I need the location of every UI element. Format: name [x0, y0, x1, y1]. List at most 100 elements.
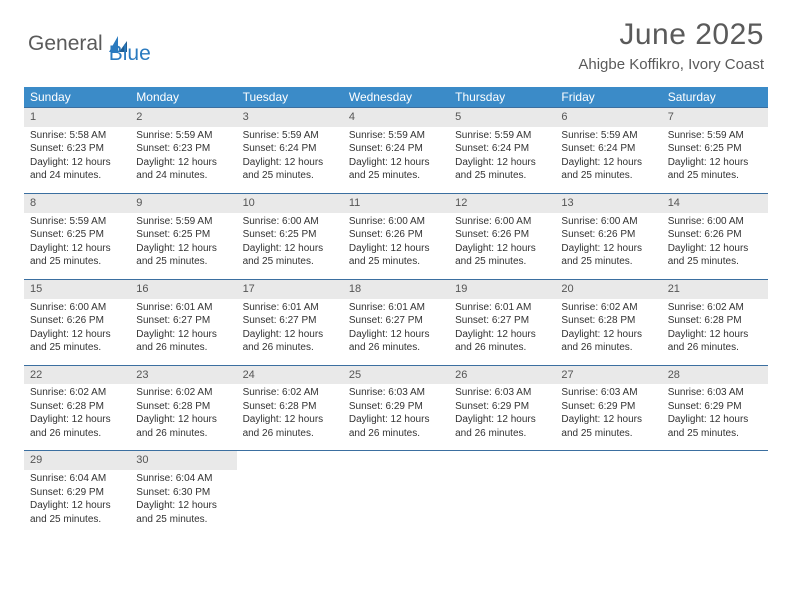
day-number-cell — [555, 451, 661, 470]
day-body-cell: Sunrise: 5:59 AMSunset: 6:24 PMDaylight:… — [449, 127, 555, 194]
calendar-body: 1234567Sunrise: 5:58 AMSunset: 6:23 PMDa… — [24, 108, 768, 537]
sunset-line: Sunset: 6:27 PM — [455, 314, 549, 328]
day-body-cell: Sunrise: 6:02 AMSunset: 6:28 PMDaylight:… — [662, 299, 768, 366]
weekday-header-row: Sunday Monday Tuesday Wednesday Thursday… — [24, 87, 768, 108]
day-body-cell — [662, 470, 768, 536]
day-body-cell: Sunrise: 5:58 AMSunset: 6:23 PMDaylight:… — [24, 127, 130, 194]
day-number-row: 891011121314 — [24, 193, 768, 212]
day-body-cell: Sunrise: 5:59 AMSunset: 6:24 PMDaylight:… — [343, 127, 449, 194]
sunset-line: Sunset: 6:24 PM — [349, 142, 443, 156]
day-body-cell: Sunrise: 6:02 AMSunset: 6:28 PMDaylight:… — [237, 384, 343, 451]
sunrise-line: Sunrise: 6:03 AM — [561, 386, 655, 400]
sunrise-line: Sunrise: 6:00 AM — [243, 215, 337, 229]
day-number-cell: 26 — [449, 365, 555, 384]
sunset-line: Sunset: 6:28 PM — [136, 400, 230, 414]
sunrise-line: Sunrise: 6:01 AM — [136, 301, 230, 315]
daylight-line: Daylight: 12 hours and 26 minutes. — [136, 413, 230, 440]
sunrise-line: Sunrise: 5:58 AM — [30, 129, 124, 143]
sunset-line: Sunset: 6:29 PM — [561, 400, 655, 414]
sunset-line: Sunset: 6:28 PM — [561, 314, 655, 328]
daylight-line: Daylight: 12 hours and 26 minutes. — [349, 328, 443, 355]
sunset-line: Sunset: 6:29 PM — [349, 400, 443, 414]
sunset-line: Sunset: 6:29 PM — [455, 400, 549, 414]
sunrise-line: Sunrise: 5:59 AM — [243, 129, 337, 143]
day-body-row: Sunrise: 6:02 AMSunset: 6:28 PMDaylight:… — [24, 384, 768, 451]
weekday-header: Thursday — [449, 87, 555, 108]
day-body-cell: Sunrise: 6:02 AMSunset: 6:28 PMDaylight:… — [24, 384, 130, 451]
day-body-cell: Sunrise: 6:00 AMSunset: 6:26 PMDaylight:… — [24, 299, 130, 366]
day-number-row: 2930 — [24, 451, 768, 470]
day-number-cell: 5 — [449, 108, 555, 127]
sunrise-line: Sunrise: 6:02 AM — [561, 301, 655, 315]
daylight-line: Daylight: 12 hours and 26 minutes. — [136, 328, 230, 355]
day-number-cell: 17 — [237, 279, 343, 298]
daylight-line: Daylight: 12 hours and 25 minutes. — [349, 156, 443, 183]
day-number-cell: 16 — [130, 279, 236, 298]
day-number-cell: 4 — [343, 108, 449, 127]
daylight-line: Daylight: 12 hours and 25 minutes. — [136, 499, 230, 526]
brand-part1: General — [28, 32, 103, 56]
day-number-cell: 21 — [662, 279, 768, 298]
title-block: June 2025 Ahigbe Koffikro, Ivory Coast — [578, 18, 764, 73]
day-body-row: Sunrise: 6:00 AMSunset: 6:26 PMDaylight:… — [24, 299, 768, 366]
brand-part2: Blue — [109, 42, 151, 66]
day-body-cell — [555, 470, 661, 536]
sunrise-line: Sunrise: 5:59 AM — [349, 129, 443, 143]
day-body-cell: Sunrise: 5:59 AMSunset: 6:25 PMDaylight:… — [662, 127, 768, 194]
day-body-cell: Sunrise: 6:04 AMSunset: 6:30 PMDaylight:… — [130, 470, 236, 536]
day-number-cell: 1 — [24, 108, 130, 127]
sunrise-line: Sunrise: 5:59 AM — [30, 215, 124, 229]
weekday-header: Tuesday — [237, 87, 343, 108]
day-body-cell: Sunrise: 6:01 AMSunset: 6:27 PMDaylight:… — [449, 299, 555, 366]
day-number-cell: 23 — [130, 365, 236, 384]
sunset-line: Sunset: 6:30 PM — [136, 486, 230, 500]
sunset-line: Sunset: 6:28 PM — [668, 314, 762, 328]
day-number-cell: 24 — [237, 365, 343, 384]
daylight-line: Daylight: 12 hours and 26 minutes. — [30, 413, 124, 440]
daylight-line: Daylight: 12 hours and 26 minutes. — [455, 328, 549, 355]
day-body-row: Sunrise: 5:58 AMSunset: 6:23 PMDaylight:… — [24, 127, 768, 194]
sunrise-line: Sunrise: 6:03 AM — [455, 386, 549, 400]
weekday-header: Monday — [130, 87, 236, 108]
sunrise-line: Sunrise: 5:59 AM — [561, 129, 655, 143]
day-body-cell: Sunrise: 6:00 AMSunset: 6:25 PMDaylight:… — [237, 213, 343, 280]
day-body-cell: Sunrise: 6:03 AMSunset: 6:29 PMDaylight:… — [555, 384, 661, 451]
day-body-cell: Sunrise: 5:59 AMSunset: 6:25 PMDaylight:… — [24, 213, 130, 280]
day-number-cell: 9 — [130, 193, 236, 212]
sunset-line: Sunset: 6:25 PM — [136, 228, 230, 242]
sunset-line: Sunset: 6:26 PM — [561, 228, 655, 242]
sunrise-line: Sunrise: 6:02 AM — [136, 386, 230, 400]
day-body-row: Sunrise: 6:04 AMSunset: 6:29 PMDaylight:… — [24, 470, 768, 536]
sunset-line: Sunset: 6:29 PM — [30, 486, 124, 500]
day-body-cell: Sunrise: 6:04 AMSunset: 6:29 PMDaylight:… — [24, 470, 130, 536]
sunset-line: Sunset: 6:24 PM — [243, 142, 337, 156]
weekday-header: Friday — [555, 87, 661, 108]
sunset-line: Sunset: 6:26 PM — [668, 228, 762, 242]
location-text: Ahigbe Koffikro, Ivory Coast — [578, 56, 764, 73]
day-number-cell — [449, 451, 555, 470]
sunrise-line: Sunrise: 6:01 AM — [349, 301, 443, 315]
sunset-line: Sunset: 6:26 PM — [349, 228, 443, 242]
sunrise-line: Sunrise: 6:01 AM — [455, 301, 549, 315]
day-number-cell — [662, 451, 768, 470]
daylight-line: Daylight: 12 hours and 26 minutes. — [561, 328, 655, 355]
day-number-row: 1234567 — [24, 108, 768, 127]
day-number-cell: 12 — [449, 193, 555, 212]
day-number-cell: 13 — [555, 193, 661, 212]
day-number-cell: 3 — [237, 108, 343, 127]
sunrise-line: Sunrise: 6:00 AM — [349, 215, 443, 229]
day-number-cell: 14 — [662, 193, 768, 212]
day-body-cell: Sunrise: 6:02 AMSunset: 6:28 PMDaylight:… — [130, 384, 236, 451]
day-body-cell: Sunrise: 6:03 AMSunset: 6:29 PMDaylight:… — [449, 384, 555, 451]
sunset-line: Sunset: 6:27 PM — [136, 314, 230, 328]
sunrise-line: Sunrise: 6:01 AM — [243, 301, 337, 315]
day-body-cell: Sunrise: 6:00 AMSunset: 6:26 PMDaylight:… — [343, 213, 449, 280]
sunset-line: Sunset: 6:25 PM — [668, 142, 762, 156]
sunrise-line: Sunrise: 5:59 AM — [136, 215, 230, 229]
day-number-cell: 20 — [555, 279, 661, 298]
daylight-line: Daylight: 12 hours and 25 minutes. — [349, 242, 443, 269]
day-body-cell: Sunrise: 6:03 AMSunset: 6:29 PMDaylight:… — [662, 384, 768, 451]
daylight-line: Daylight: 12 hours and 25 minutes. — [243, 156, 337, 183]
sunset-line: Sunset: 6:24 PM — [455, 142, 549, 156]
day-number-cell: 10 — [237, 193, 343, 212]
